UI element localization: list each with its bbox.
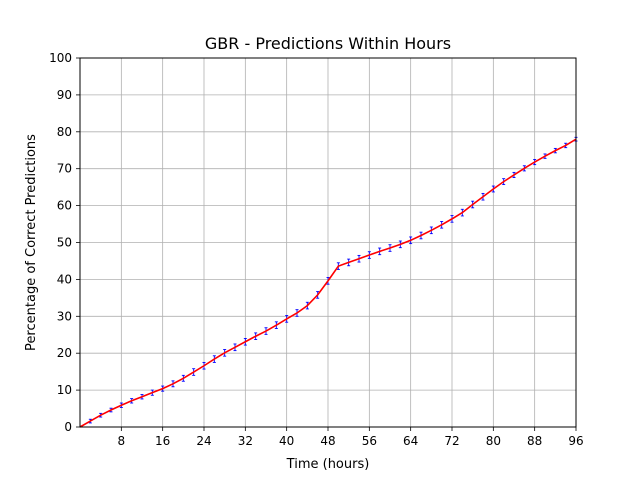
y-tick-label: 80 (57, 125, 72, 139)
y-axis-label: Percentage of Correct Predictions (24, 134, 39, 351)
x-tick-label: 88 (527, 434, 542, 448)
x-tick-label: 48 (320, 434, 335, 448)
y-tick-label: 40 (57, 272, 72, 286)
error-bars (88, 136, 578, 424)
x-tick-label: 72 (444, 434, 459, 448)
chart-title: GBR - Predictions Within Hours (205, 34, 451, 53)
y-tick-label: 10 (57, 383, 72, 397)
y-tick-label: 70 (57, 162, 72, 176)
grid (80, 57, 577, 428)
y-tick-label: 90 (57, 88, 72, 102)
y-tick-label: 60 (57, 199, 72, 213)
data-series (79, 138, 577, 428)
y-tick-label: 50 (57, 236, 72, 250)
plot-frame (79, 57, 577, 428)
x-tick-label: 56 (362, 434, 377, 448)
x-tick-label: 96 (568, 434, 583, 448)
x-tick-label: 64 (403, 434, 418, 448)
x-tick-label: 32 (238, 434, 253, 448)
y-tick-label: 0 (64, 420, 72, 434)
x-tick-label: 40 (279, 434, 294, 448)
series-line (79, 138, 577, 428)
x-tick-label: 16 (155, 434, 170, 448)
x-tick-label: 8 (118, 434, 126, 448)
x-tick-label: 24 (196, 434, 211, 448)
axis-ticks: 8 16 24 32 40 48 56 64 72 80 88 96 0 10 20 30 40 50 60 70 80… (49, 51, 584, 448)
x-tick-label: 80 (486, 434, 501, 448)
x-axis-label: Time (hours) (286, 457, 370, 472)
y-tick-label: 20 (57, 346, 72, 360)
y-tick-label: 30 (57, 309, 72, 323)
y-tick-label: 100 (49, 51, 72, 65)
